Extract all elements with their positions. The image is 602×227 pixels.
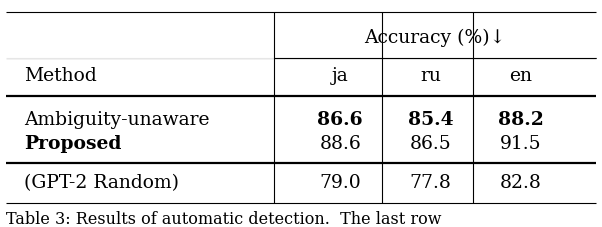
Text: 91.5: 91.5	[500, 135, 542, 153]
Text: en: en	[509, 67, 532, 85]
Text: Table 3: Results of automatic detection.  The last row: Table 3: Results of automatic detection.…	[6, 210, 441, 227]
Text: 79.0: 79.0	[319, 174, 361, 192]
Text: 82.8: 82.8	[500, 174, 542, 192]
Text: Ambiguity-unaware: Ambiguity-unaware	[24, 110, 209, 128]
Text: 86.5: 86.5	[409, 135, 452, 153]
Text: 77.8: 77.8	[409, 174, 452, 192]
Text: Accuracy (%)↓: Accuracy (%)↓	[364, 29, 506, 47]
Text: 88.6: 88.6	[319, 135, 361, 153]
Text: Proposed: Proposed	[24, 135, 122, 153]
Text: 88.2: 88.2	[498, 110, 544, 128]
Text: ja: ja	[332, 67, 349, 85]
Text: Method: Method	[24, 67, 97, 85]
Text: 85.4: 85.4	[408, 110, 453, 128]
Text: ru: ru	[420, 67, 441, 85]
Text: 86.6: 86.6	[317, 110, 363, 128]
Text: (GPT-2 Random): (GPT-2 Random)	[24, 174, 179, 192]
